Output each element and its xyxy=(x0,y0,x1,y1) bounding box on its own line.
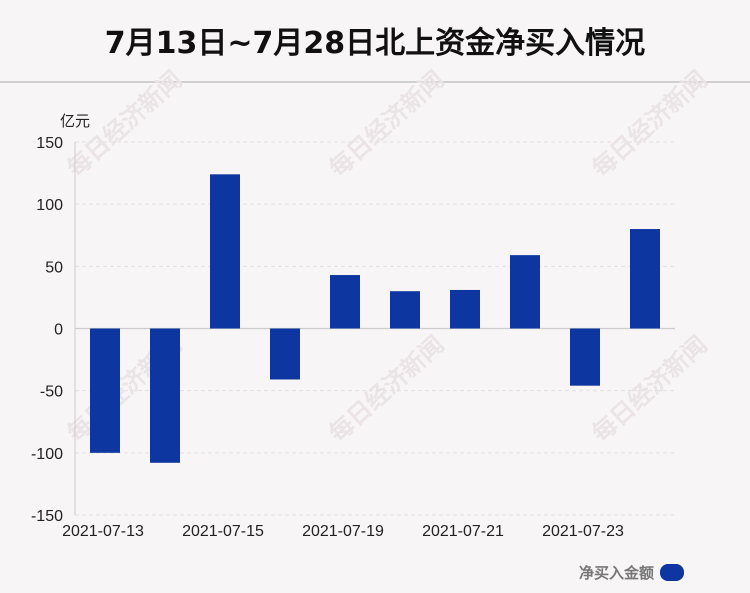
y-tick-label: -50 xyxy=(40,384,63,401)
y-tick-label: -100 xyxy=(31,446,63,463)
legend[interactable]: 净买入金额 xyxy=(579,562,684,583)
x-tick-labels: 2021-07-13 2021-07-15 2021-07-19 2021-07-21… xyxy=(62,523,624,540)
x-tick-label: 2021-07-21 xyxy=(422,523,504,540)
bar[interactable] xyxy=(150,328,180,463)
legend-label: 净买入金额 xyxy=(578,564,654,582)
y-tick-label: 50 xyxy=(45,259,63,276)
watermark-text: 每日经济新闻 xyxy=(587,65,713,182)
x-tick-label: 2021-07-23 xyxy=(542,523,624,540)
watermark-text: 每日经济新闻 xyxy=(324,65,450,182)
title-divider xyxy=(0,81,750,83)
y-tick-labels: 150 100 50 0 -50 -100 -150 xyxy=(31,135,63,525)
bar[interactable] xyxy=(450,289,480,329)
legend-swatch xyxy=(660,564,684,581)
chart-title: 7月13日~7月28日北上资金净买入情况 xyxy=(104,26,646,61)
x-tick-label: 2021-07-19 xyxy=(302,523,384,540)
bar[interactable] xyxy=(270,328,300,380)
watermark-text: 每日经济新闻 xyxy=(324,330,450,447)
bar[interactable] xyxy=(210,174,240,329)
bar[interactable] xyxy=(510,255,540,329)
x-tick-label: 2021-07-15 xyxy=(182,523,264,540)
x-tick-label: 2021-07-13 xyxy=(62,523,144,540)
y-tick-label: 0 xyxy=(54,322,63,339)
y-tick-label: 150 xyxy=(36,135,63,152)
bar[interactable] xyxy=(330,275,360,329)
watermark-text: 每日经济新闻 xyxy=(587,330,713,447)
bar[interactable] xyxy=(570,328,600,386)
bar[interactable] xyxy=(630,229,660,329)
bar[interactable] xyxy=(90,328,120,453)
bars xyxy=(90,174,660,463)
y-unit-label: 亿元 xyxy=(60,112,90,130)
y-tick-label: -150 xyxy=(31,508,63,525)
y-tick-label: 100 xyxy=(36,197,63,214)
bar[interactable] xyxy=(390,291,420,329)
